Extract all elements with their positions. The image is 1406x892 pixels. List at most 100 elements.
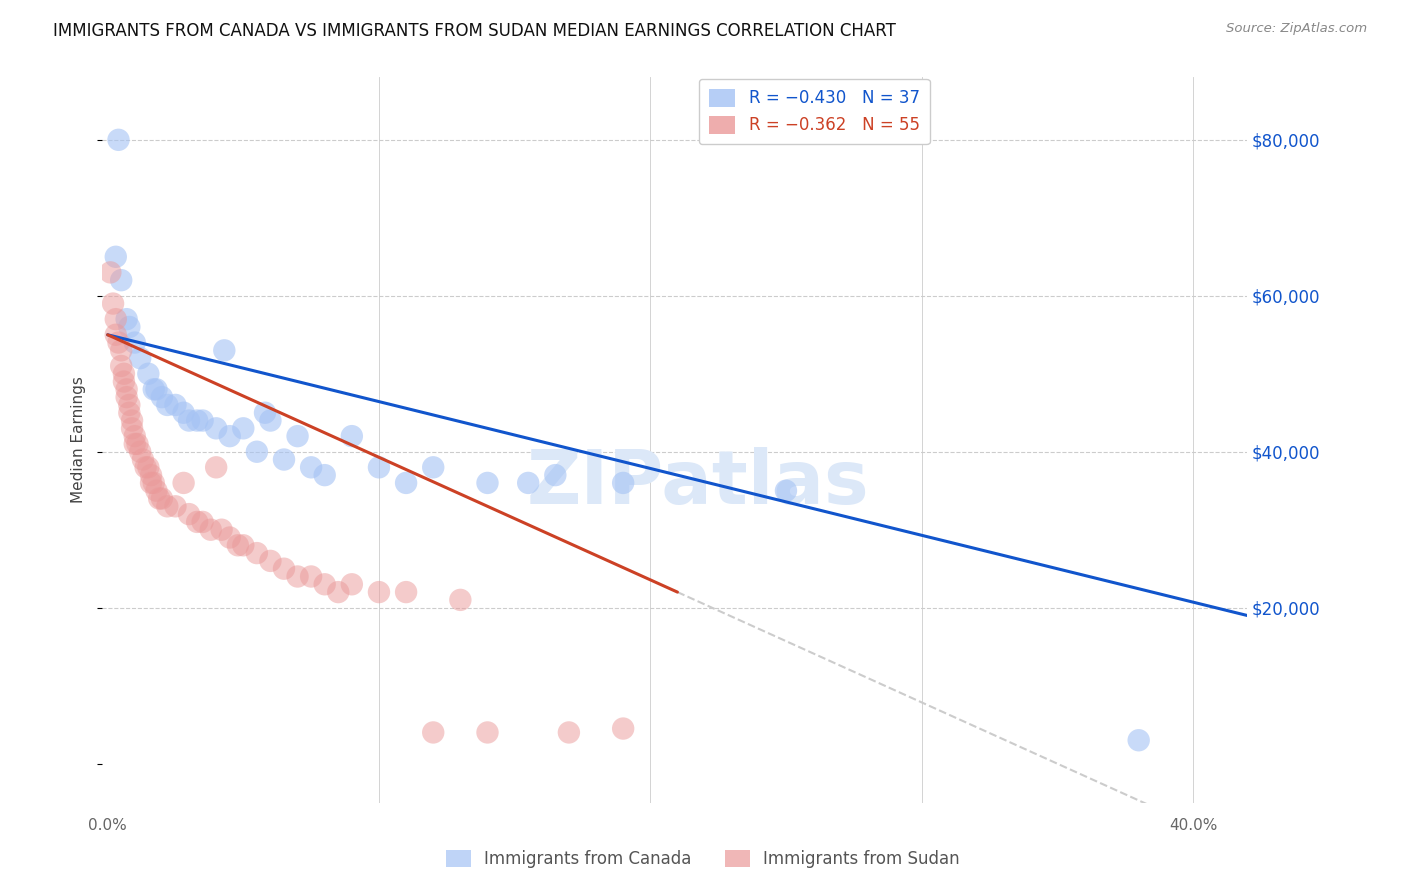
Point (246, 444, 269, 458)
Point (104, 250, 127, 264)
Point (259, 554, 281, 568)
Y-axis label: Median Earnings: Median Earnings (72, 376, 86, 503)
Point (191, 413, 214, 427)
Point (115, 382, 138, 396)
Point (138, 460, 160, 475)
Legend: R = −0.430   N = 37, R = −0.362   N = 55: R = −0.430 N = 37, R = −0.362 N = 55 (699, 78, 929, 145)
Point (118, 320, 141, 334)
Point (368, 460, 391, 475)
Point (118, 398, 141, 412)
Text: Source: ZipAtlas.com: Source: ZipAtlas.com (1226, 22, 1367, 36)
Point (121, 413, 143, 427)
Point (314, 577, 336, 591)
Point (246, 546, 269, 560)
Point (186, 515, 208, 529)
Point (775, 483, 797, 498)
Point (148, 491, 170, 506)
Point (232, 538, 254, 552)
Point (211, 523, 233, 537)
Point (129, 444, 152, 458)
Point (156, 398, 179, 412)
Text: 0.0%: 0.0% (89, 818, 127, 833)
Point (395, 475, 418, 490)
Point (142, 382, 165, 396)
Point (422, 725, 444, 739)
Text: 40.0%: 40.0% (1168, 818, 1218, 833)
Text: ZIPatlas: ZIPatlas (526, 447, 869, 520)
Point (299, 569, 322, 583)
Point (558, 725, 581, 739)
Point (173, 475, 195, 490)
Text: IMMIGRANTS FROM CANADA VS IMMIGRANTS FROM SUDAN MEDIAN EARNINGS CORRELATION CHAR: IMMIGRANTS FROM CANADA VS IMMIGRANTS FRO… (53, 22, 896, 40)
Point (287, 569, 309, 583)
Point (328, 585, 350, 599)
Point (1128, 733, 1150, 747)
Point (517, 475, 540, 490)
Point (477, 475, 499, 490)
Point (127, 437, 149, 451)
Point (150, 491, 173, 506)
Point (544, 468, 567, 483)
Point (112, 367, 135, 381)
Point (177, 413, 200, 427)
Point (165, 398, 187, 412)
Point (368, 585, 391, 599)
Point (115, 390, 138, 404)
Point (340, 577, 363, 591)
Point (139, 468, 162, 483)
Point (142, 475, 165, 490)
Point (205, 460, 228, 475)
Point (273, 452, 295, 467)
Point (340, 429, 363, 443)
Point (173, 406, 195, 420)
Point (101, 296, 124, 310)
Point (218, 531, 240, 545)
Point (118, 406, 141, 420)
Point (110, 273, 132, 287)
Point (139, 475, 162, 490)
Point (124, 429, 146, 443)
Point (107, 133, 129, 147)
Point (112, 375, 135, 389)
Point (138, 367, 160, 381)
Point (612, 475, 634, 490)
Point (422, 460, 444, 475)
Point (156, 500, 179, 514)
Point (218, 429, 240, 443)
Point (214, 343, 236, 358)
Point (145, 382, 167, 396)
Point (124, 335, 146, 350)
Point (104, 312, 127, 326)
Point (165, 500, 187, 514)
Point (115, 312, 138, 326)
Legend: Immigrants from Canada, Immigrants from Sudan: Immigrants from Canada, Immigrants from … (439, 843, 967, 875)
Point (287, 429, 309, 443)
Point (612, 722, 634, 736)
Point (253, 406, 276, 420)
Point (121, 421, 143, 435)
Point (200, 523, 222, 537)
Point (314, 468, 336, 483)
Point (110, 343, 132, 358)
Point (135, 460, 157, 475)
Point (129, 351, 152, 366)
Point (107, 335, 129, 350)
Point (232, 421, 254, 435)
Point (124, 437, 146, 451)
Point (259, 413, 281, 427)
Point (477, 725, 499, 739)
Point (145, 483, 167, 498)
Point (191, 515, 214, 529)
Point (186, 413, 208, 427)
Point (98, 265, 121, 279)
Point (104, 327, 127, 342)
Point (205, 421, 228, 435)
Point (150, 390, 173, 404)
Point (273, 562, 295, 576)
Point (132, 452, 155, 467)
Point (177, 507, 200, 521)
Point (449, 593, 471, 607)
Point (299, 460, 322, 475)
Point (395, 585, 418, 599)
Point (110, 359, 132, 373)
